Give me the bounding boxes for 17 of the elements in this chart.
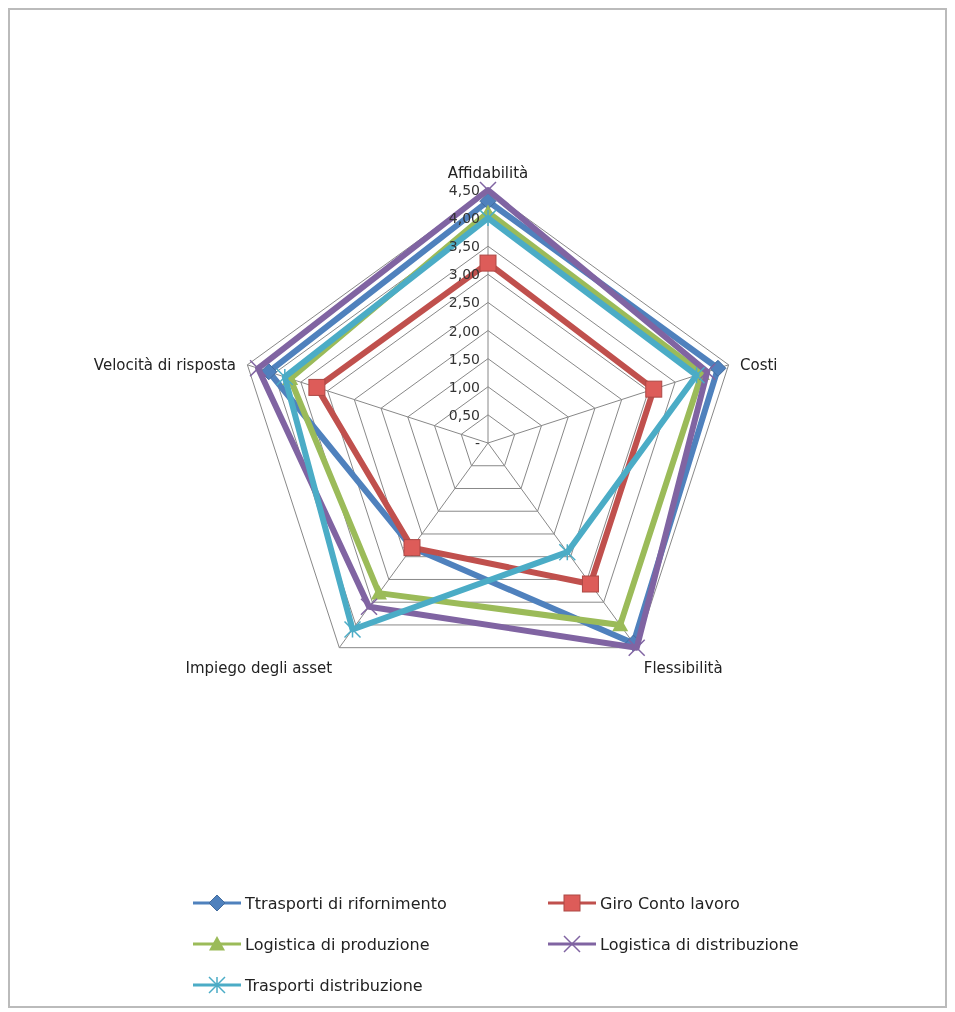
spoke-label: Affidabilità xyxy=(447,164,529,182)
legend-label: Trasporti distribuzione xyxy=(244,976,423,995)
spoke-label: Costi xyxy=(740,355,778,374)
y-tick-label: - xyxy=(474,435,480,451)
legend-label: Ttrasporti di rifornimento xyxy=(244,894,447,913)
y-tick-label: 2,50 xyxy=(448,294,480,311)
y-tick-label: 0,50 xyxy=(448,406,480,423)
y-tick-label: 4,50 xyxy=(448,182,480,198)
spoke-label: Impiego degli asset xyxy=(185,658,333,677)
y-tick-label: 2,00 xyxy=(448,322,480,339)
spoke-label: Flessibilità xyxy=(643,658,723,677)
y-tick-label: 1,00 xyxy=(448,378,480,395)
y-tick-label: 1,50 xyxy=(448,350,480,367)
legend-label: Logistica di distribuzione xyxy=(600,935,799,954)
legend-label: Giro Conto lavoro xyxy=(600,894,740,913)
spoke-label: Velocità di risposta xyxy=(93,355,236,374)
legend-label: Logistica di produzione xyxy=(245,935,430,954)
